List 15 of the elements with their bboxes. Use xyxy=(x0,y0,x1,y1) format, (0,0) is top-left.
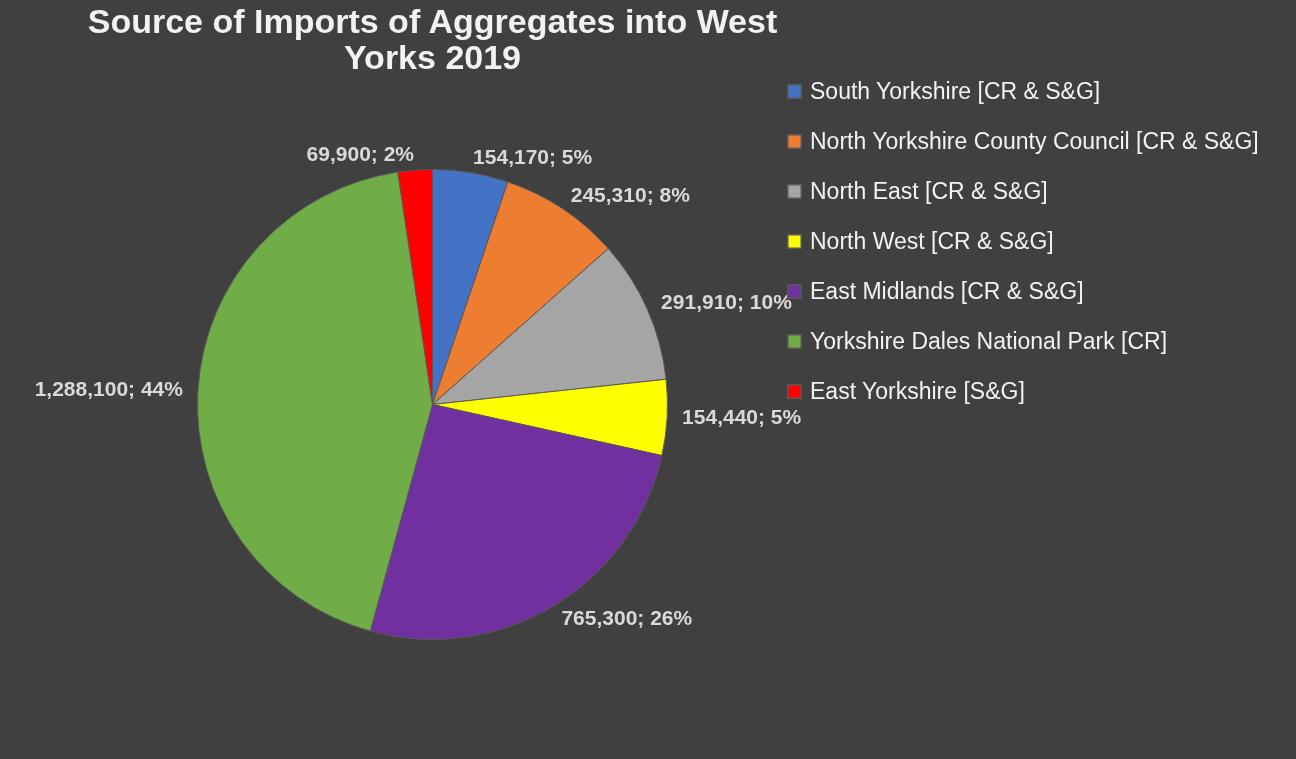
data-label: 1,288,100; 44% xyxy=(34,376,184,400)
legend-label: East Yorkshire [S&G] xyxy=(810,377,1025,404)
legend-label: South Yorkshire [CR & S&G] xyxy=(810,77,1101,104)
data-label: 765,300; 26% xyxy=(561,605,693,629)
data-label: 154,440; 5% xyxy=(682,405,802,429)
data-label: 154,170; 5% xyxy=(473,144,593,168)
data-label: 291,910; 10% xyxy=(661,290,793,314)
legend-label: North East [CR & S&G] xyxy=(810,177,1048,204)
legend-label: East Midlands [CR & S&G] xyxy=(810,277,1084,304)
legend-label: North West [CR & S&G] xyxy=(810,227,1054,254)
legend-label: North Yorkshire County Council [CR & S&G] xyxy=(810,127,1259,154)
data-label: 69,900; 2% xyxy=(306,142,415,166)
chart-title: Source of Imports of Aggregates into West Yorks 2019 xyxy=(87,2,778,76)
data-label: 245,310; 8% xyxy=(570,183,691,207)
legend-label: Yorkshire Dales National Park [CR] xyxy=(810,327,1168,354)
